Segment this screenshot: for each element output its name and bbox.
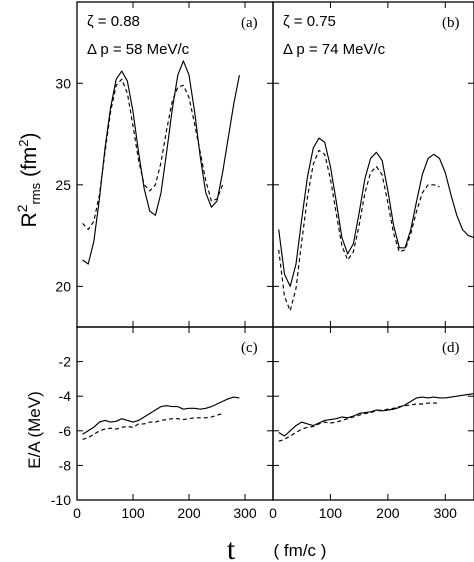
y-tick-label: -6: [59, 423, 72, 439]
panel-b: (b) ζ = 0.75 Δ p = 74 MeV/c: [272, 1, 474, 328]
xlabel-symbol: t: [227, 533, 236, 562]
ylabel-top: R2rms (fm2): [14, 132, 43, 227]
x-tick-label: 200: [376, 505, 400, 521]
panel-label: (d): [442, 340, 460, 356]
x-tick-label: 300: [434, 505, 458, 521]
dashed-series-line: [278, 402, 440, 442]
annotation-line: ζ = 0.88: [87, 13, 140, 30]
panel-d: 0 100 200 300 (d): [269, 326, 474, 521]
dashed-series-line: [278, 149, 440, 312]
x-tick-label: 0: [269, 505, 277, 521]
x-tick-label: 300: [233, 505, 257, 521]
dashed-series-line: [82, 78, 224, 231]
panel-c: -10 -8 -6 -4 -2 0 100 200 300 (c): [51, 326, 274, 521]
annotation-line: Δ p = 58 MeV/c: [87, 41, 190, 58]
y-tick-label: 20: [55, 278, 71, 294]
xlabel-unit: ( fm/c ): [274, 541, 327, 560]
y-tick-label: -8: [59, 457, 72, 473]
annotation-line: Δ p = 74 MeV/c: [283, 41, 386, 58]
y-tick-label: -10: [51, 492, 71, 508]
y-tick-label: 30: [55, 75, 71, 91]
y-tick-label: 25: [55, 177, 71, 193]
y-tick-label: -4: [59, 388, 72, 404]
x-tick-label: 100: [319, 505, 343, 521]
panel-label: (b): [442, 15, 460, 31]
ylabel-bottom: E/A (MeV): [25, 391, 44, 468]
dashed-series-line: [82, 412, 223, 440]
solid-series-line: [82, 396, 240, 435]
x-tick-label: 100: [121, 505, 145, 521]
annotation-line: ζ = 0.75: [283, 13, 336, 30]
solid-series-line: [278, 137, 474, 287]
panel-frame: [272, 326, 474, 501]
solid-series-line: [278, 393, 474, 437]
panel-a: 20 25 30 (a) ζ = 0.88 Δ p = 58 MeV/c: [55, 1, 274, 328]
y-tick-label: -2: [59, 354, 72, 370]
x-tick-label: 0: [73, 505, 81, 521]
panel-label: (a): [241, 15, 258, 31]
solid-series-line: [82, 60, 240, 265]
x-tick-label: 200: [177, 505, 201, 521]
panel-label: (c): [241, 340, 258, 356]
